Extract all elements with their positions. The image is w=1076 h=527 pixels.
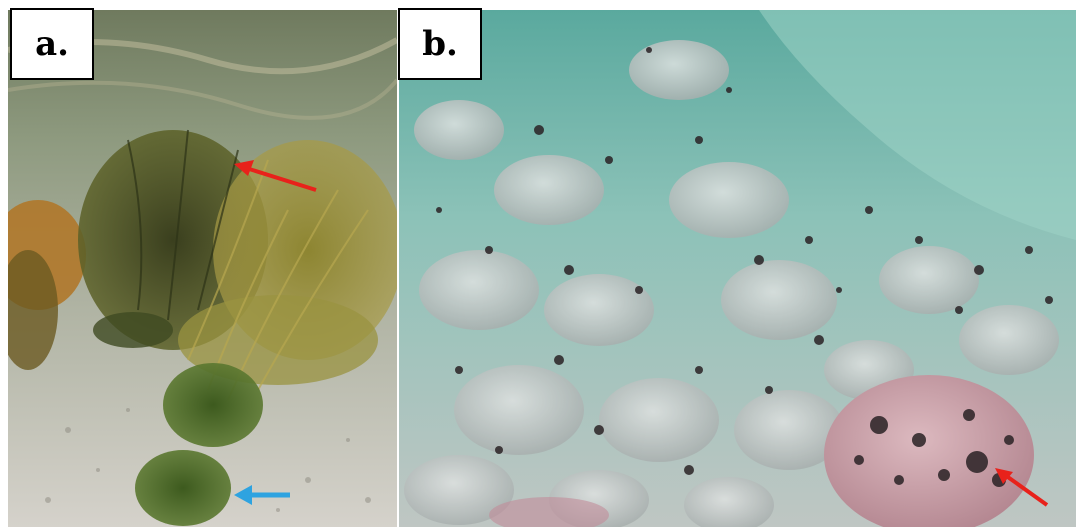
photo-panel-b (399, 10, 1076, 527)
blue-arrow-panel-a (234, 485, 290, 505)
panel-label-b: b. (398, 8, 482, 80)
red-arrow-panel-b (995, 468, 1049, 507)
red-arrow-panel-a (234, 160, 317, 192)
seaweed-scene-image (8, 10, 397, 527)
panel-label-a: a. (10, 8, 94, 80)
urchin-barren-image (399, 10, 1076, 527)
photo-panel-a (8, 10, 397, 527)
